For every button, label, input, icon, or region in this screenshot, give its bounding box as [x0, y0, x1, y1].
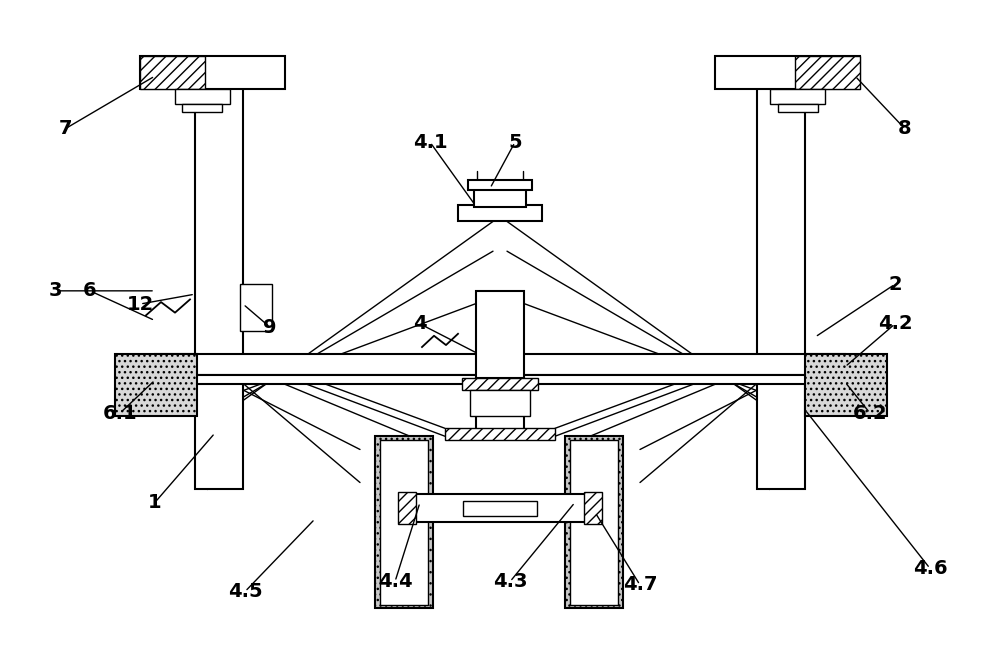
- Text: 4.1: 4.1: [413, 133, 447, 151]
- Text: 7: 7: [58, 120, 72, 138]
- Text: 4.2: 4.2: [878, 315, 912, 333]
- Text: 12: 12: [126, 295, 154, 313]
- Bar: [805, 354, 887, 416]
- Bar: [474, 188, 526, 207]
- Text: 6: 6: [83, 282, 97, 300]
- Bar: [155, 375, 845, 384]
- Bar: [770, 89, 825, 104]
- Text: 4.6: 4.6: [913, 559, 947, 578]
- Text: 5: 5: [508, 133, 522, 151]
- Text: 1: 1: [148, 493, 162, 512]
- Bar: [476, 378, 524, 432]
- Text: 8: 8: [898, 120, 912, 138]
- Bar: [565, 436, 623, 608]
- Bar: [795, 56, 860, 89]
- Bar: [778, 104, 818, 112]
- Bar: [375, 436, 433, 608]
- Text: 4.7: 4.7: [623, 576, 657, 594]
- Text: 4.3: 4.3: [493, 572, 527, 591]
- Bar: [155, 354, 845, 375]
- Bar: [462, 378, 538, 390]
- Text: 4.4: 4.4: [378, 572, 412, 591]
- Bar: [140, 56, 205, 89]
- Bar: [175, 89, 230, 104]
- Text: 2: 2: [888, 275, 902, 293]
- Bar: [240, 284, 272, 330]
- Bar: [445, 428, 555, 440]
- Bar: [410, 494, 590, 522]
- Text: 6.2: 6.2: [853, 404, 887, 422]
- Bar: [458, 205, 542, 221]
- Bar: [195, 79, 243, 489]
- Text: 9: 9: [263, 318, 277, 336]
- Bar: [476, 291, 524, 378]
- Bar: [140, 56, 285, 89]
- Text: 4.5: 4.5: [228, 582, 262, 601]
- Bar: [182, 104, 222, 112]
- Bar: [584, 492, 602, 524]
- Bar: [398, 492, 416, 524]
- Text: 3: 3: [48, 282, 62, 300]
- Bar: [468, 180, 532, 190]
- Bar: [115, 354, 197, 416]
- Text: 4: 4: [413, 315, 427, 333]
- Bar: [380, 440, 428, 605]
- Bar: [715, 56, 860, 89]
- Bar: [757, 79, 805, 489]
- Bar: [470, 390, 530, 416]
- Bar: [570, 440, 618, 605]
- Text: 6.1: 6.1: [103, 404, 137, 422]
- Bar: [463, 501, 537, 516]
